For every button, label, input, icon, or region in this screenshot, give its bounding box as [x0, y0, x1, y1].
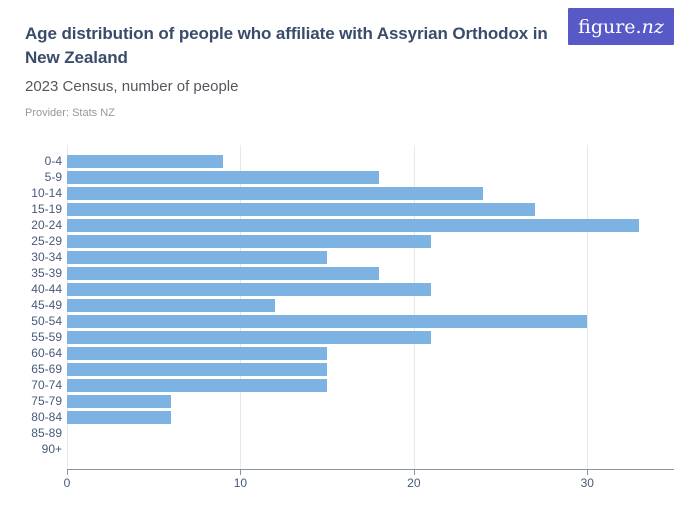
- bar-row: 50-54: [31, 313, 674, 329]
- bar-row: 65-69: [31, 361, 674, 377]
- bar-row: 40-44: [31, 281, 674, 297]
- category-label: 90+: [41, 442, 62, 456]
- category-label: 75-79: [31, 394, 62, 408]
- category-label: 55-59: [31, 330, 62, 344]
- axis-tick: [67, 470, 68, 475]
- bar[interactable]: [67, 250, 328, 264]
- category-label: 35-39: [31, 266, 62, 280]
- category-label: 50-54: [31, 314, 62, 328]
- bar[interactable]: [67, 234, 432, 248]
- bar-row: 5-9: [45, 169, 674, 185]
- axis-tick: [413, 470, 415, 475]
- figure-nz-logo[interactable]: figure.nz: [568, 8, 674, 45]
- axis-tick-label: 0: [63, 476, 71, 490]
- provider-label: Provider: Stats NZ: [25, 107, 115, 119]
- logo-text: figure.nz: [578, 15, 664, 38]
- bar[interactable]: [67, 170, 380, 184]
- gridline: [587, 145, 589, 469]
- category-label: 10-14: [31, 186, 62, 200]
- bar[interactable]: [67, 202, 536, 216]
- category-label: 85-89: [31, 426, 62, 440]
- bar[interactable]: [67, 218, 640, 232]
- bar[interactable]: [67, 410, 172, 424]
- bar[interactable]: [67, 266, 380, 280]
- bar-row: 75-79: [31, 393, 674, 409]
- bar-row: 10-14: [31, 185, 674, 201]
- category-label: 0-4: [44, 154, 62, 168]
- bar[interactable]: [67, 394, 172, 408]
- bar-row: 25-29: [31, 233, 674, 249]
- bar[interactable]: [67, 186, 484, 200]
- bar-row: 60-64: [31, 345, 674, 361]
- gridline: [413, 145, 415, 469]
- bar[interactable]: [67, 346, 328, 360]
- category-label: 80-84: [31, 410, 62, 424]
- bar[interactable]: [67, 282, 432, 296]
- category-label: 15-19: [31, 202, 62, 216]
- axis-tick-label: 10: [233, 476, 248, 490]
- bar[interactable]: [67, 362, 328, 376]
- category-label: 40-44: [31, 282, 62, 296]
- chart-subtitle: 2023 Census, number of people: [25, 78, 239, 95]
- axis-tick: [240, 470, 242, 475]
- plot-area: 0-4 5-9 10-14 15-19 20-24 25-29 30-34 35-39 40-4…: [31, 145, 674, 469]
- bar-row: 20-24: [31, 217, 674, 233]
- bar[interactable]: [67, 154, 224, 168]
- bar-row: 70-74: [31, 377, 674, 393]
- bar-row: 15-19: [31, 201, 674, 217]
- category-label: 20-24: [31, 218, 62, 232]
- bar-row: 55-59: [31, 329, 674, 345]
- chart-title: Age distribution of people who affiliate…: [25, 24, 548, 67]
- category-label: 45-49: [31, 298, 62, 312]
- bar-row: 90+: [42, 441, 674, 457]
- category-label: 5-9: [44, 170, 62, 184]
- bar-row: 0-4: [45, 153, 674, 169]
- chart-header: Age distribution of people who affiliate…: [25, 22, 577, 119]
- category-label: 30-34: [31, 250, 62, 264]
- category-label: 65-69: [31, 362, 62, 376]
- bar[interactable]: [67, 314, 588, 328]
- x-axis: 0 10 20 30: [63, 469, 674, 495]
- category-label: 70-74: [31, 378, 62, 392]
- bar-row: 85-89: [31, 425, 674, 441]
- bar-row: 80-84: [31, 409, 674, 425]
- bar[interactable]: [67, 298, 276, 312]
- bar-row: 35-39: [31, 265, 674, 281]
- axis-tick-label: 30: [580, 476, 594, 490]
- bar-row: 30-34: [31, 249, 674, 265]
- axis-tick: [587, 470, 589, 475]
- category-label: 25-29: [31, 234, 62, 248]
- bar[interactable]: [67, 378, 328, 392]
- bar-row: 45-49: [31, 297, 674, 313]
- axis-tick-label: 20: [407, 476, 421, 490]
- bar-rows: 0-4 5-9 10-14 15-19 20-24 25-29 30-34 35-39 40-4…: [31, 153, 674, 457]
- category-label: 60-64: [31, 346, 62, 360]
- bar[interactable]: [67, 330, 432, 344]
